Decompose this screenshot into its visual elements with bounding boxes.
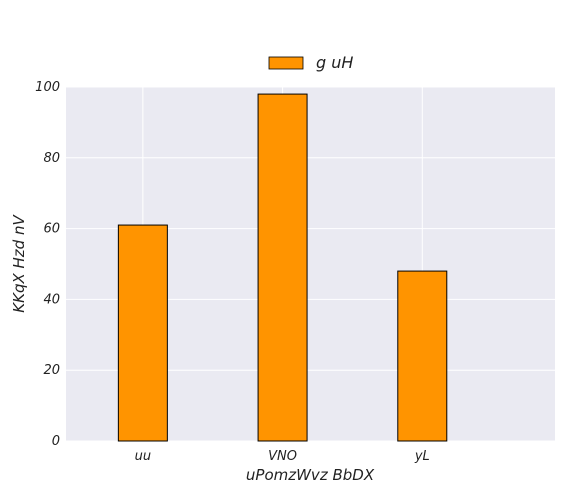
bar-uu bbox=[117, 224, 168, 442]
bar-VNO bbox=[257, 93, 308, 442]
y-tick-label: 60 bbox=[43, 222, 60, 237]
y-tick-label: 100 bbox=[35, 80, 60, 95]
y-tick-label: 40 bbox=[43, 292, 60, 307]
y-tick-label: 20 bbox=[43, 363, 60, 378]
bar-yL bbox=[397, 270, 448, 442]
y-axis-label: KKqX Hzd nV bbox=[10, 214, 28, 313]
x-axis-label: uPomzWvz BbDX bbox=[246, 466, 375, 484]
x-tick-label: uu bbox=[135, 449, 151, 464]
legend-swatch bbox=[268, 56, 304, 70]
x-tick-label: VNO bbox=[268, 449, 297, 464]
y-tick-label: 0 bbox=[52, 434, 60, 449]
y-tick-labels: 0 20 40 60 80 100 bbox=[35, 80, 60, 449]
y-tick-label: 80 bbox=[43, 151, 60, 166]
legend-label: g uH bbox=[316, 53, 353, 72]
x-tick-label: yL bbox=[414, 449, 430, 464]
x-tick-labels: uu VNO yL bbox=[135, 449, 430, 464]
bars bbox=[117, 93, 448, 442]
legend: g uH bbox=[268, 53, 353, 72]
